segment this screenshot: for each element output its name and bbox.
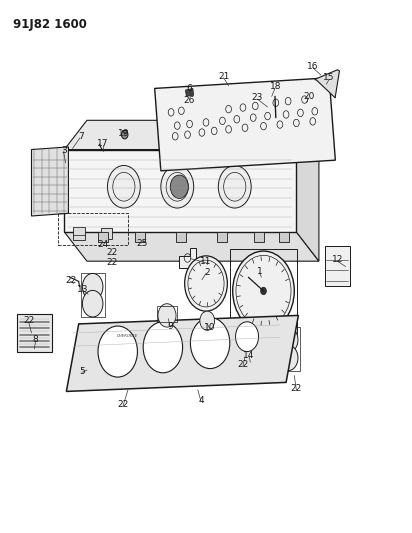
Polygon shape [31,147,68,216]
Text: 25: 25 [137,239,148,248]
Circle shape [82,290,103,317]
Text: 2: 2 [204,268,210,277]
Polygon shape [64,150,296,232]
Text: 17: 17 [97,139,108,148]
Bar [325,246,350,286]
Bar [73,227,85,240]
Circle shape [278,345,298,370]
Bar [136,232,145,241]
Polygon shape [296,120,319,261]
Text: 26: 26 [183,95,194,104]
Text: 22: 22 [117,400,129,409]
Polygon shape [179,248,196,268]
Bar [157,306,177,322]
Bar [17,314,52,352]
Text: 18: 18 [270,82,281,91]
Text: 15: 15 [323,73,335,82]
Text: 22: 22 [237,360,248,369]
Polygon shape [64,232,319,261]
Bar [98,232,108,241]
Circle shape [261,287,267,295]
Bar [279,232,289,241]
Circle shape [98,326,138,377]
Text: 21: 21 [219,71,230,80]
Text: 9: 9 [167,321,173,330]
Polygon shape [185,88,194,96]
Polygon shape [66,316,298,391]
Circle shape [236,322,259,352]
Circle shape [200,311,215,330]
Text: 16: 16 [307,62,318,70]
Text: 1: 1 [257,268,262,276]
Text: 24: 24 [97,240,108,249]
Text: 10: 10 [204,323,216,332]
Circle shape [161,165,194,208]
Text: 14: 14 [243,351,255,360]
Bar [101,228,112,239]
Bar [255,232,265,241]
Text: 6: 6 [187,84,192,93]
Bar [230,249,297,335]
Circle shape [218,165,251,208]
Circle shape [278,327,298,353]
Circle shape [122,131,128,139]
Text: 11: 11 [200,257,212,265]
Text: 22: 22 [23,316,34,325]
Bar [218,232,227,241]
Circle shape [82,273,103,300]
Bar [277,327,300,371]
Text: 13: 13 [77,285,89,294]
Polygon shape [154,78,335,171]
Circle shape [185,256,227,311]
Circle shape [170,175,188,198]
Text: 19: 19 [118,129,130,138]
Text: 22: 22 [107,248,118,257]
Text: 22: 22 [291,384,302,393]
Text: 5: 5 [79,367,85,376]
Text: 8: 8 [33,335,38,344]
Text: CHEROKEE: CHEROKEE [117,334,139,337]
Text: 91J82 1600: 91J82 1600 [13,18,87,31]
Text: 20: 20 [303,92,314,101]
Text: 4: 4 [198,396,204,405]
Bar [176,232,186,241]
Text: 22: 22 [107,258,118,266]
Circle shape [190,318,230,368]
Text: 22: 22 [66,276,77,285]
Circle shape [108,165,140,208]
Text: 23: 23 [252,93,263,102]
Circle shape [233,251,294,331]
Circle shape [158,304,176,327]
Bar [81,273,105,317]
Text: 12: 12 [332,255,343,264]
Circle shape [143,322,183,373]
Polygon shape [64,120,319,150]
Text: 7: 7 [78,132,84,141]
Polygon shape [315,70,339,98]
Text: 3: 3 [61,146,67,155]
